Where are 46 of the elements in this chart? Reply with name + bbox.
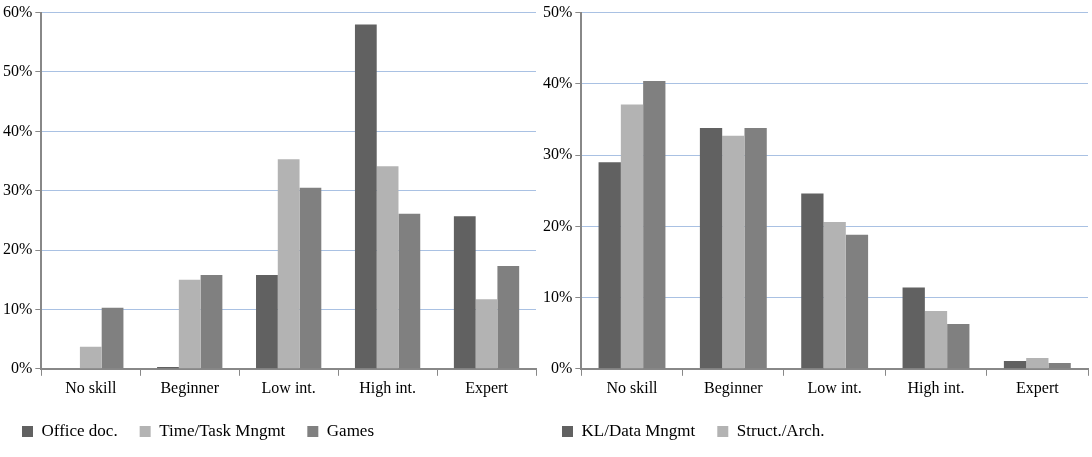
y-tick-label: 50% [543,2,573,20]
bar [722,135,745,369]
bar [620,104,644,369]
x-tick-label: No skill [65,378,117,396]
x-tick-label: Low int. [261,378,316,396]
legend-label: Struct./Arch. [736,420,825,440]
bar [277,159,300,369]
bar [354,24,377,369]
y-tick-label: 20% [3,240,33,258]
bar [178,279,201,369]
y-tick-label: 30% [543,145,573,163]
bar [902,287,925,369]
bar [699,128,723,369]
y-tick-label: 60% [3,2,33,20]
legend-label: KL/Data Mngmt [581,420,696,440]
x-tick-label: Beginner [704,378,764,397]
bar [79,346,102,369]
x-tick-label: Expert [465,378,509,397]
y-tick-label: 10% [543,287,573,305]
y-tick-label: 0% [551,359,573,376]
bar [598,162,621,369]
bar [453,216,476,369]
bar [475,299,498,369]
bar [256,275,278,369]
legend-label: Time/Task Mngmt [159,420,286,440]
x-tick-label: Low int. [807,378,862,396]
bar [1026,358,1049,369]
legend-label: Games [326,420,375,440]
bar [376,166,399,369]
x-tick-label: Beginner [160,378,220,397]
y-tick-label: 0% [11,359,33,376]
y-tick-label: 20% [543,216,573,234]
y-tick-label: 30% [3,180,33,198]
y-tick-label: 50% [3,62,33,80]
x-tick-label: High int. [359,378,417,397]
y-tick-label: 10% [3,299,33,317]
x-tick-label: No skill [606,378,659,396]
bar [823,222,846,369]
bar [924,311,948,369]
bar [1003,360,1027,369]
y-tick-label: 40% [3,121,33,139]
x-tick-label: High int. [907,378,965,397]
y-tick-label: 40% [543,74,573,92]
x-tick-label: Expert [1016,378,1060,397]
legend-label: Office doc. [41,420,118,440]
bar [801,193,824,369]
